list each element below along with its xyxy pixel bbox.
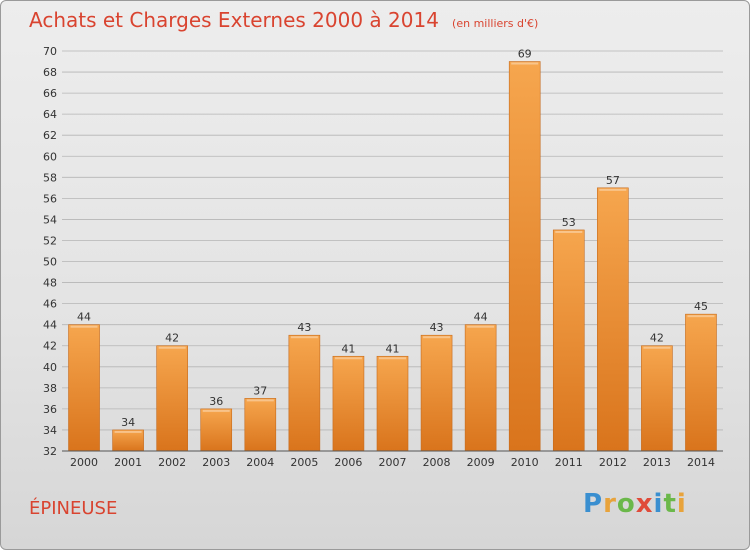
value-label: 57 (606, 174, 620, 187)
logo-letter: P (583, 489, 604, 519)
y-tick-label: 64 (43, 108, 57, 121)
bar (464, 324, 497, 452)
y-tick-label: 38 (43, 382, 57, 395)
bar-highlight (687, 315, 715, 318)
y-tick-label: 50 (43, 256, 57, 269)
bar (200, 408, 233, 452)
x-tick-label: 2008 (423, 456, 451, 469)
value-label: 44 (77, 311, 91, 324)
y-tick-label: 66 (43, 87, 57, 100)
x-tick-label: 2005 (290, 456, 318, 469)
chart-subtitle: (en milliers d'€) (452, 17, 539, 30)
place-name: ÉPINEUSE (29, 498, 118, 519)
y-tick-label: 54 (43, 213, 57, 226)
value-label: 37 (253, 384, 267, 397)
bar-highlight (334, 357, 362, 360)
bar (641, 345, 673, 452)
value-label: 69 (518, 48, 532, 61)
value-label: 41 (386, 342, 400, 355)
logo-letter: i (653, 489, 664, 519)
bar-highlight (246, 399, 274, 402)
x-tick-label: 2011 (555, 456, 583, 469)
x-tick-label: 2000 (70, 456, 98, 469)
x-tick-label: 2004 (246, 456, 274, 469)
y-tick-label: 52 (43, 234, 57, 247)
bar-highlight (643, 346, 671, 349)
x-tick-label: 2006 (334, 456, 362, 469)
value-label: 42 (650, 332, 664, 345)
x-tick-label: 2003 (202, 456, 230, 469)
x-tick-label: 2007 (379, 456, 407, 469)
bar (332, 355, 365, 452)
x-tick-label: 2014 (687, 456, 715, 469)
bar (156, 345, 188, 452)
y-tick-label: 68 (43, 66, 57, 79)
x-tick-label: 2009 (467, 456, 495, 469)
y-tick-label: 46 (43, 298, 57, 311)
y-tick-label: 56 (43, 192, 57, 205)
bar (244, 398, 277, 452)
y-tick-label: 34 (43, 424, 57, 437)
bar (68, 324, 100, 452)
x-tick-label: 2001 (114, 456, 142, 469)
logo-letter: r (603, 489, 617, 519)
logo-letter: x (635, 489, 654, 519)
y-tick-label: 36 (43, 403, 57, 416)
value-label: 34 (121, 416, 135, 429)
y-tick-label: 48 (43, 277, 57, 290)
x-tick-label: 2013 (643, 456, 671, 469)
logo-letter: o (616, 489, 636, 519)
logo-letter: i (676, 489, 687, 519)
bar-highlight (511, 62, 539, 65)
bar-highlight (423, 336, 451, 339)
y-tick-label: 62 (43, 129, 57, 142)
bar-highlight (114, 430, 142, 433)
logo-letter: t (663, 489, 677, 519)
x-tick-label: 2002 (158, 456, 186, 469)
chart-title-main: Achats et Charges Externes 2000 à 2014 (29, 8, 439, 32)
value-label: 44 (474, 311, 488, 324)
y-tick-label: 60 (43, 150, 57, 163)
bar-highlight (158, 346, 186, 349)
value-label: 41 (341, 342, 355, 355)
bar-highlight (379, 357, 406, 360)
bar-highlight (599, 188, 627, 191)
bar-highlight (202, 409, 230, 412)
value-label: 43 (430, 321, 444, 334)
bar (420, 334, 453, 452)
bar (597, 187, 629, 452)
bar (552, 229, 585, 452)
y-tick-label: 44 (43, 319, 57, 332)
chart-title: Achats et Charges Externes 2000 à 2014 (… (29, 8, 538, 32)
x-tick-label: 2010 (511, 456, 539, 469)
bar (508, 61, 541, 452)
y-tick-label: 70 (43, 45, 57, 58)
bar (685, 313, 717, 452)
value-label: 43 (297, 321, 311, 334)
bar (288, 334, 321, 452)
bar-highlight (290, 336, 318, 339)
proxiti-logo: Proxiti (583, 489, 687, 519)
bar (376, 355, 409, 452)
y-tick-label: 42 (43, 340, 57, 353)
x-tick-label: 2012 (599, 456, 627, 469)
bar-highlight (555, 230, 583, 233)
bar-highlight (467, 325, 495, 328)
value-label: 45 (694, 300, 708, 313)
value-label: 42 (165, 332, 179, 345)
y-tick-label: 40 (43, 361, 57, 374)
value-label: 53 (562, 216, 576, 229)
y-tick-label: 32 (43, 445, 57, 458)
value-label: 36 (209, 395, 223, 408)
bar-highlight (70, 325, 98, 328)
bar (112, 429, 144, 452)
y-tick-label: 58 (43, 171, 57, 184)
